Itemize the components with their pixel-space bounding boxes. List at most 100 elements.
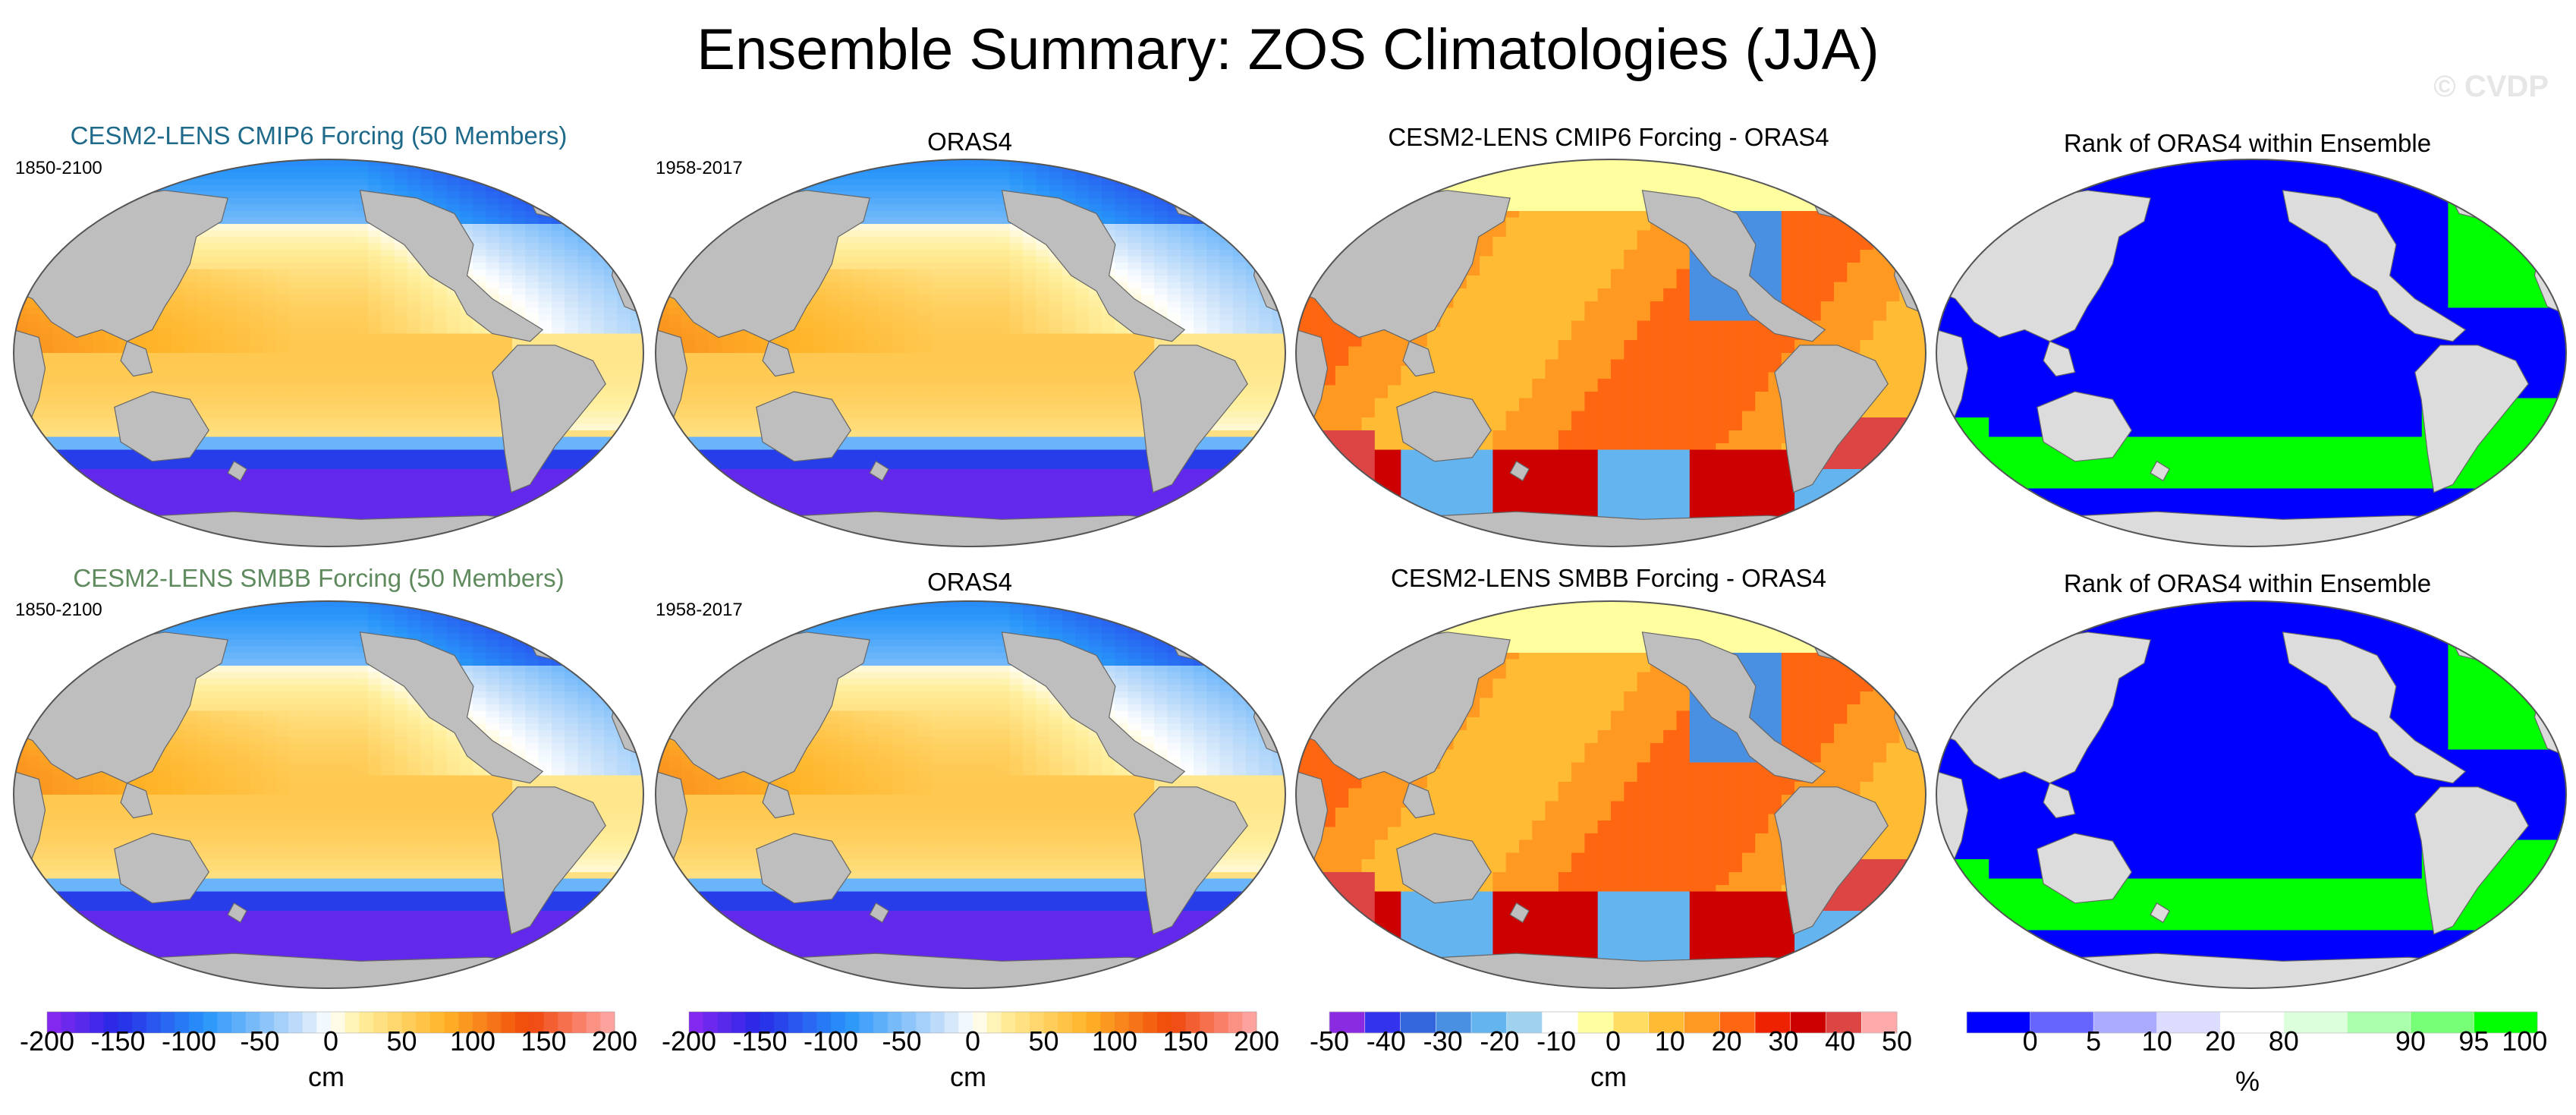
- field-cell: [197, 379, 212, 386]
- field-cell: [237, 501, 251, 509]
- field-cell: [1009, 333, 1024, 341]
- field-cell: [1075, 340, 1090, 348]
- field-cell: [1036, 178, 1050, 186]
- field-cell: [354, 230, 369, 238]
- field-cell: [1115, 282, 1129, 289]
- field-cell: [14, 327, 28, 335]
- field-cell: [486, 392, 500, 399]
- field-cell: [223, 198, 237, 206]
- field-cell: [499, 224, 513, 232]
- field-cell: [223, 392, 237, 399]
- field-cell: [565, 301, 579, 309]
- field-cell: [957, 204, 971, 212]
- field-cell: [590, 405, 605, 412]
- field-cell: [223, 282, 237, 289]
- field-cell: [223, 430, 237, 438]
- field-cell: [420, 307, 435, 315]
- field-cell: [223, 417, 237, 425]
- field-cell: [499, 276, 513, 283]
- field-cell: [341, 353, 356, 361]
- field-cell: [237, 172, 251, 180]
- field-cell: [721, 417, 735, 425]
- field-cell: [210, 501, 225, 509]
- field-cell: [565, 314, 579, 322]
- field-cell: [1101, 405, 1115, 412]
- field-cell: [1232, 307, 1247, 315]
- field-cell: [917, 346, 932, 354]
- field-cell: [315, 482, 329, 490]
- field-cell: [79, 424, 93, 431]
- field-cell: [904, 392, 919, 399]
- field-cell: [1219, 276, 1234, 283]
- field-cell: [957, 230, 971, 238]
- field-cell: [760, 340, 775, 348]
- field-cell: [904, 269, 919, 276]
- field-cell: [210, 392, 225, 399]
- field-cell: [263, 495, 277, 502]
- field-cell: [1194, 314, 1208, 322]
- field-cell: [604, 366, 618, 373]
- field-cell: [341, 172, 356, 180]
- field-cell: [237, 294, 251, 302]
- field-cell: [604, 405, 618, 412]
- field-cell: [1075, 307, 1090, 315]
- field-cell: [394, 443, 408, 451]
- field-cell: [1272, 385, 1285, 392]
- field-cell: [1180, 282, 1194, 289]
- field-cell: [512, 276, 527, 283]
- field-cell: [263, 436, 277, 444]
- field-cell: [983, 405, 998, 412]
- field-cell: [904, 405, 919, 412]
- field-cell: [813, 353, 827, 361]
- field-cell: [1259, 333, 1273, 341]
- field-cell: [604, 282, 618, 289]
- field-cell: [118, 366, 133, 373]
- field-cell: [367, 269, 382, 276]
- field-cell: [590, 398, 605, 405]
- field-cell: [184, 269, 198, 276]
- field-cell: [381, 392, 395, 399]
- field-cell: [158, 469, 172, 477]
- field-cell: [263, 276, 277, 283]
- field-cell: [420, 198, 435, 206]
- field-cell: [367, 178, 382, 186]
- field-cell: [996, 340, 1011, 348]
- field-cell: [394, 488, 408, 496]
- field-cell: [354, 346, 369, 354]
- field-cell: [1140, 333, 1155, 341]
- field-cell: [983, 417, 998, 425]
- field-cell: [289, 462, 304, 470]
- field-cell: [394, 172, 408, 180]
- field-cell: [1128, 385, 1142, 392]
- field-cell: [1128, 405, 1142, 412]
- field-cell: [617, 392, 631, 399]
- field-cell: [237, 392, 251, 399]
- field-cell: [407, 475, 421, 483]
- field-cell: [852, 263, 867, 270]
- field-cell: [197, 276, 212, 283]
- field-cell: [1075, 314, 1090, 322]
- field-cell: [446, 411, 461, 418]
- field-cell: [1115, 250, 1129, 257]
- field-cell: [459, 398, 473, 405]
- field-cell: [473, 198, 487, 206]
- field-cell: [144, 462, 159, 470]
- field-cell: [263, 443, 277, 451]
- field-cell: [486, 276, 500, 283]
- field-cell: [367, 159, 382, 167]
- field-cell: [826, 288, 840, 296]
- field-cell: [694, 424, 709, 431]
- field-cell: [879, 224, 893, 232]
- field-cell: [656, 320, 670, 328]
- field-cell: [237, 263, 251, 270]
- field-cell: [329, 456, 343, 464]
- field-cell: [1088, 366, 1102, 373]
- field-cell: [302, 462, 316, 470]
- field-cell: [617, 320, 631, 328]
- field-cell: [1259, 372, 1273, 380]
- field-cell: [1167, 211, 1181, 219]
- field-cell: [1088, 385, 1102, 392]
- field-cell: [552, 462, 566, 470]
- field-cell: [721, 333, 735, 341]
- field-cell: [1101, 191, 1115, 199]
